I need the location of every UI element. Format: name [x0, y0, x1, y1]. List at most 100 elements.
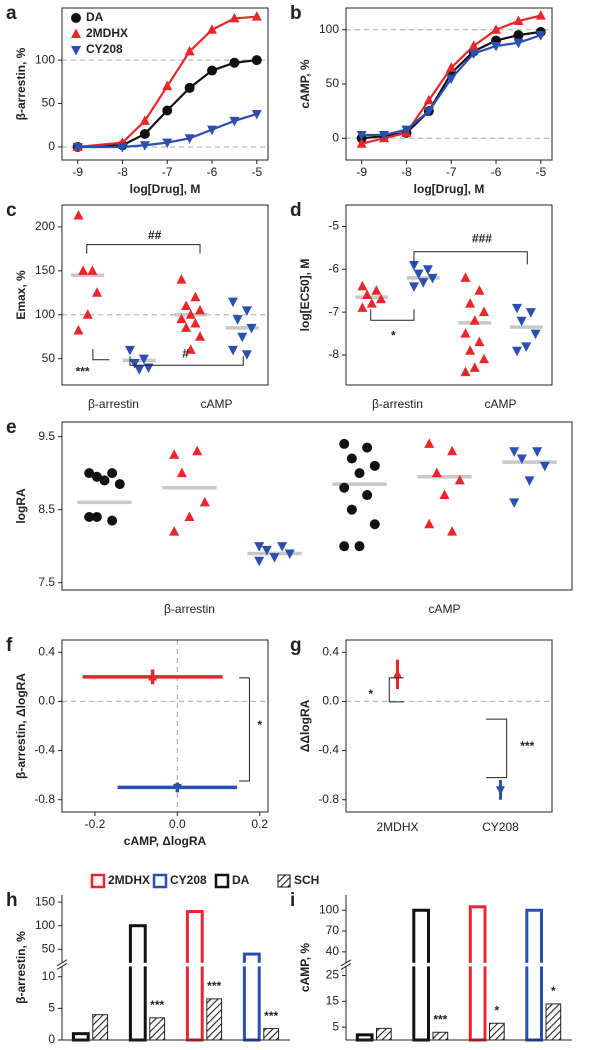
- marker: [184, 511, 195, 521]
- marker: [479, 306, 490, 317]
- marker: [139, 128, 150, 139]
- legend-swatch: [277, 874, 291, 888]
- x-tick-label: -0.2: [85, 817, 106, 831]
- bar: [545, 1003, 562, 1041]
- y-tick-label: 9.5: [38, 429, 55, 443]
- y-tick-label: 100: [319, 902, 339, 916]
- marker: [181, 300, 192, 310]
- marker: [195, 304, 206, 315]
- significance-bracket: [239, 677, 250, 782]
- x-tick-label: -6: [207, 165, 218, 179]
- category-label: β-arrestin: [372, 397, 423, 411]
- y-tick-label: 0.0: [322, 694, 339, 708]
- panel-letter: b: [290, 3, 302, 24]
- category-label: cAMP: [200, 397, 232, 411]
- marker: [401, 125, 412, 136]
- marker: [185, 309, 196, 319]
- curve: [77, 112, 258, 149]
- significance: ***: [264, 1009, 278, 1023]
- marker: [465, 345, 476, 355]
- marker: [251, 109, 262, 120]
- marker: [241, 350, 252, 360]
- y-tick-label: 7.5: [38, 575, 55, 589]
- marker: [511, 346, 522, 357]
- bar: [432, 1031, 449, 1041]
- significance-bracket: [486, 718, 508, 779]
- marker: [176, 274, 187, 284]
- marker: [447, 445, 458, 456]
- marker: [73, 210, 84, 220]
- bar: [149, 1017, 166, 1041]
- y-tick-label: 10: [42, 969, 56, 983]
- y-axis-label: log[EC50], M: [298, 259, 312, 332]
- marker: [241, 306, 252, 316]
- marker: [232, 315, 243, 325]
- marker: [339, 438, 350, 449]
- marker: [516, 454, 527, 465]
- marker: [509, 498, 520, 508]
- bar: [128, 924, 147, 1042]
- marker: [207, 24, 218, 34]
- bar: [376, 1027, 392, 1041]
- marker: [185, 344, 196, 354]
- y-tick-label: 40: [326, 944, 340, 958]
- significance: *: [551, 984, 556, 998]
- marker: [207, 125, 218, 136]
- marker: [84, 511, 95, 522]
- marker: [465, 298, 476, 308]
- x-tick-label: 0.0: [169, 817, 186, 831]
- significance: *: [391, 329, 396, 343]
- y-tick-label: 0: [332, 130, 339, 144]
- category-label: CY208: [482, 820, 519, 834]
- y-tick-label: -0.8: [34, 792, 55, 806]
- marker: [357, 302, 368, 312]
- marker: [73, 325, 84, 335]
- y-tick-label: 200: [35, 219, 55, 233]
- marker: [246, 323, 257, 334]
- plot-frame: [345, 639, 553, 813]
- marker: [346, 453, 357, 464]
- marker: [107, 468, 118, 479]
- plot-frame: [61, 421, 573, 591]
- marker: [227, 297, 238, 308]
- marker: [117, 142, 128, 153]
- marker: [408, 282, 419, 292]
- curve: [77, 59, 257, 149]
- marker: [261, 545, 272, 556]
- marker: [468, 49, 479, 60]
- significance-bracket: [86, 244, 201, 254]
- marker: [393, 669, 402, 678]
- marker: [251, 11, 262, 21]
- marker: [172, 783, 182, 793]
- marker: [72, 142, 83, 153]
- y-axis-label: β-arrestin, %: [14, 931, 28, 1004]
- marker: [354, 541, 365, 552]
- marker: [521, 342, 532, 352]
- y-axis-label: ΔΔlogRA: [298, 699, 312, 752]
- panel-letter: h: [6, 890, 18, 911]
- marker: [284, 549, 295, 559]
- y-tick-label: -5: [328, 219, 339, 233]
- x-tick-label: -7: [446, 165, 457, 179]
- marker: [124, 345, 135, 356]
- bar: [206, 998, 223, 1041]
- marker: [143, 363, 154, 373]
- marker: [439, 489, 450, 500]
- bar: [525, 908, 543, 1042]
- marker: [418, 278, 429, 288]
- marker: [339, 482, 350, 493]
- marker: [339, 541, 350, 552]
- significance-bracket: [413, 251, 528, 265]
- marker: [530, 329, 541, 340]
- y-tick-label: -0.4: [318, 743, 339, 757]
- y-tick-label: 50: [42, 942, 56, 956]
- marker: [129, 359, 140, 369]
- break-mark: [56, 962, 68, 970]
- marker: [176, 313, 187, 324]
- significance: ##: [148, 228, 162, 242]
- y-tick-label: 50: [42, 96, 56, 110]
- marker: [446, 62, 457, 72]
- marker: [431, 467, 442, 478]
- marker: [92, 287, 103, 297]
- bar: [263, 1028, 280, 1041]
